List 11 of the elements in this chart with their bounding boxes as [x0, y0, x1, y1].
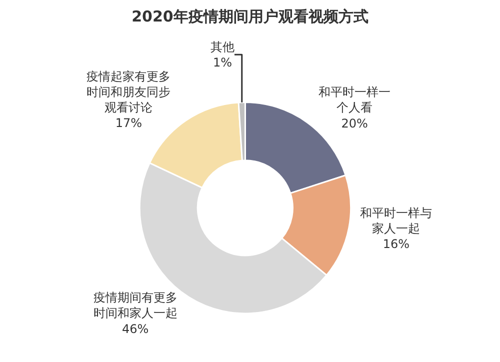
data-label: 46%	[122, 322, 149, 336]
slice-label: 和平时一样与家人一起	[360, 206, 432, 236]
slice-label: 和平时一样一个人看	[318, 85, 391, 115]
slice-label: 疫情起家有更多时间和朋友同步观看讨论	[86, 69, 171, 115]
slice-label: 疫情期间有更多时间和家人一起	[93, 290, 178, 320]
chart-title: 2020年疫情期间用户观看视频方式	[132, 7, 368, 26]
data-label: 17%	[115, 116, 142, 130]
data-label: 16%	[382, 237, 410, 252]
slice-label: 其他	[210, 40, 234, 54]
data-label: 1%	[212, 55, 232, 70]
data-label: 20%	[341, 116, 368, 130]
